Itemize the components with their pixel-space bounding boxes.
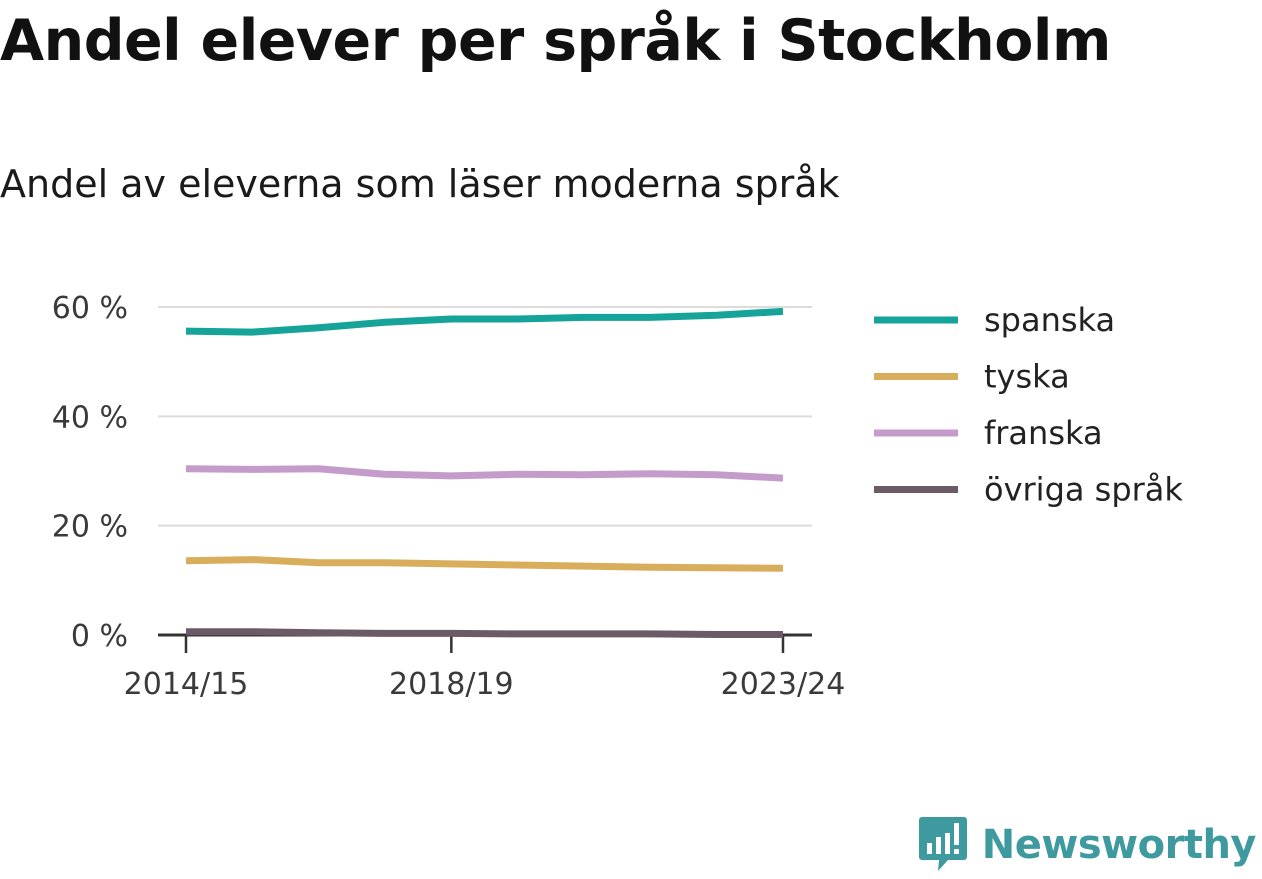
logo-text: Newsworthy bbox=[981, 822, 1257, 868]
legend-item: spanska bbox=[874, 301, 1115, 339]
chart-subtitle: Andel av eleverna som läser moderna språ… bbox=[0, 162, 840, 206]
grid-lines bbox=[158, 306, 812, 527]
legend-label: spanska bbox=[984, 301, 1115, 339]
y-tick-label: 20 % bbox=[52, 510, 128, 545]
x-axis: 2014/15 2018/19 2023/24 bbox=[124, 633, 846, 702]
x-tick-label: 2018/19 bbox=[389, 667, 514, 702]
bar-chart-speech-icon bbox=[918, 817, 967, 871]
legend: spanska tyska franska övriga språk bbox=[874, 301, 1183, 509]
y-tick-label: 0 % bbox=[71, 619, 128, 654]
legend-item: övriga språk bbox=[874, 471, 1183, 509]
chart-title: Andel elever per språk i Stockholm bbox=[0, 8, 1111, 74]
series-line-spanska bbox=[185, 307, 784, 336]
x-tick-label: 2023/24 bbox=[721, 667, 846, 702]
y-axis-tick-labels: 0 % 20 % 40 % 60 % bbox=[52, 291, 128, 654]
legend-label: tyska bbox=[984, 358, 1070, 396]
y-tick-label: 60 % bbox=[52, 291, 128, 326]
y-tick-label: 40 % bbox=[52, 400, 128, 435]
series-line-tyska bbox=[185, 556, 784, 572]
legend-label: franska bbox=[984, 414, 1103, 452]
series-line-franska bbox=[185, 465, 784, 482]
legend-item: franska bbox=[874, 414, 1103, 452]
x-tick-label: 2014/15 bbox=[124, 667, 249, 702]
legend-label: övriga språk bbox=[984, 471, 1183, 509]
newsworthy-logo: Newsworthy bbox=[918, 815, 1257, 875]
legend-item: tyska bbox=[874, 358, 1070, 396]
series-lines bbox=[185, 307, 784, 638]
series-line-övriga-språk bbox=[186, 628, 783, 638]
